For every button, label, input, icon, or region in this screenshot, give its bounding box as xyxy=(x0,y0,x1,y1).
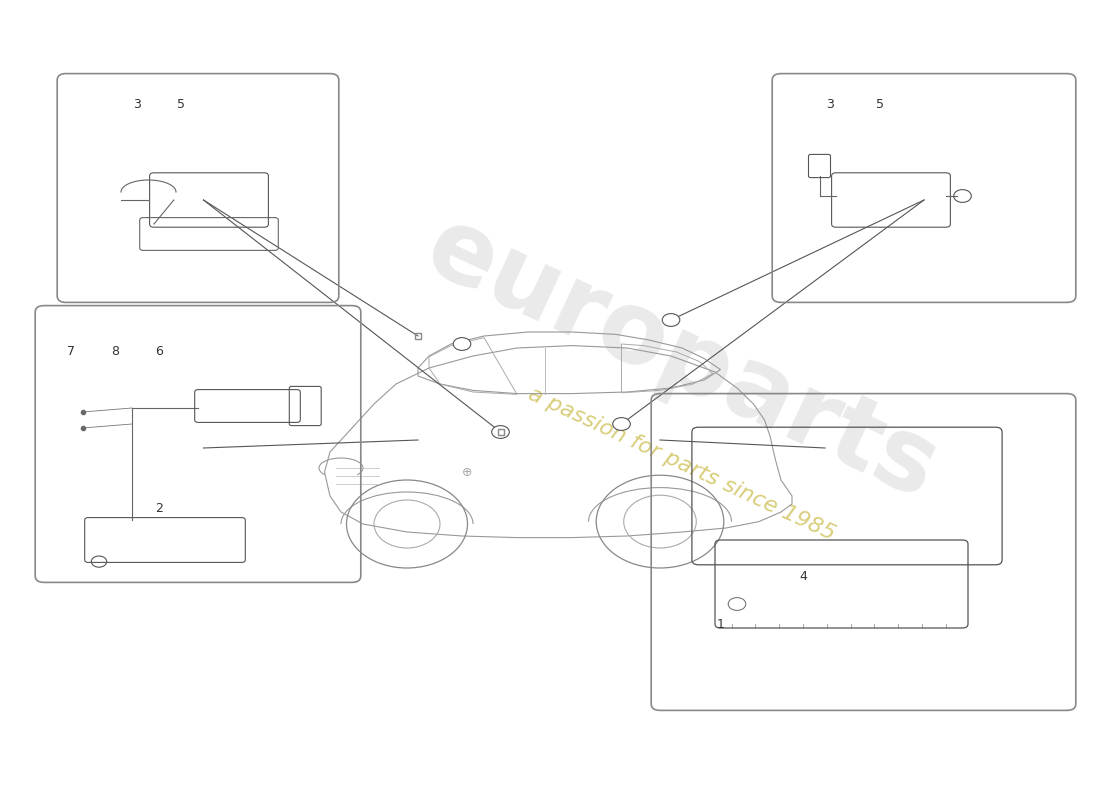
Circle shape xyxy=(613,418,630,430)
Text: ⊕: ⊕ xyxy=(462,466,473,478)
Circle shape xyxy=(662,314,680,326)
Circle shape xyxy=(492,426,509,438)
Circle shape xyxy=(453,338,471,350)
Text: 7: 7 xyxy=(67,346,76,358)
Text: 6: 6 xyxy=(155,346,164,358)
Text: 4: 4 xyxy=(799,570,807,582)
Text: 8: 8 xyxy=(111,346,120,358)
Text: europarts: europarts xyxy=(411,199,953,521)
Text: 1: 1 xyxy=(716,618,725,630)
Text: 5: 5 xyxy=(177,98,186,110)
Text: 5: 5 xyxy=(876,98,884,110)
Text: 3: 3 xyxy=(133,98,142,110)
Text: a passion for parts since 1985: a passion for parts since 1985 xyxy=(526,384,838,544)
Text: 3: 3 xyxy=(826,98,835,110)
Text: 2: 2 xyxy=(155,502,164,514)
